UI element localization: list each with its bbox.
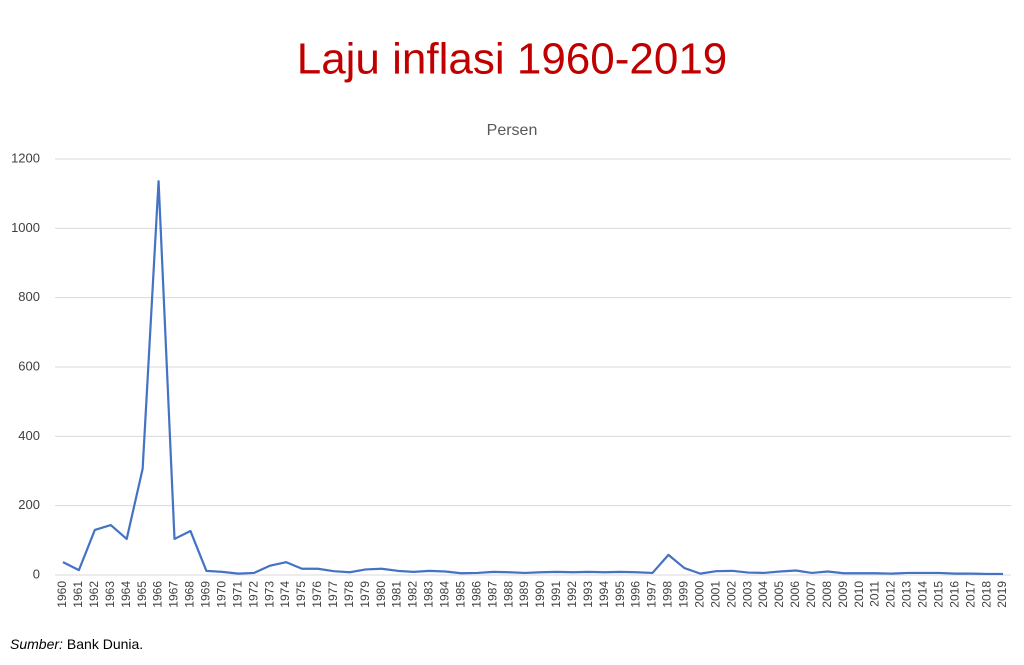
x-tick-label: 2012 (884, 581, 898, 608)
x-tick-label: 1974 (278, 581, 292, 608)
source-label: Sumber: (10, 636, 63, 652)
x-tick-label: 1971 (230, 581, 244, 608)
x-tick-label: 1993 (581, 581, 595, 608)
x-tick-label: 2003 (740, 581, 754, 608)
y-tick-label: 800 (18, 289, 40, 304)
x-tick-label: 2015 (931, 581, 945, 608)
x-tick-label: 2009 (836, 581, 850, 608)
x-tick-label: 1976 (310, 581, 324, 608)
x-tick-label: 1999 (677, 581, 691, 608)
x-tick-label: 1988 (501, 581, 515, 608)
x-tick-label: 2002 (724, 581, 738, 608)
x-tick-label: 2010 (852, 581, 866, 608)
x-tick-label: 2000 (692, 581, 706, 608)
x-tick-label: 1983 (422, 581, 436, 608)
x-tick-label: 2007 (804, 581, 818, 608)
source: Sumber: Bank Dunia. (10, 636, 143, 652)
x-tick-label: 1980 (374, 581, 388, 608)
x-tick-label: 1978 (342, 581, 356, 608)
x-tick-label: 1975 (294, 581, 308, 608)
x-tick-label: 2008 (820, 581, 834, 608)
x-tick-label: 1995 (613, 581, 627, 608)
y-tick-label: 200 (18, 497, 40, 512)
x-tick-label: 1989 (517, 581, 531, 608)
y-tick-label: 600 (18, 358, 40, 373)
x-tick-label: 1973 (262, 581, 276, 608)
x-tick-label: 1965 (135, 581, 149, 608)
x-tick-label: 2001 (708, 581, 722, 608)
data-line (62, 180, 1004, 576)
x-tick-label: 2004 (756, 581, 770, 608)
x-tick-label: 1997 (645, 581, 659, 608)
y-tick-label: 1200 (11, 150, 40, 165)
x-tick-label: 1962 (87, 581, 101, 608)
y-tick-label: 400 (18, 428, 40, 443)
x-tick-label: 1967 (167, 581, 181, 608)
x-tick-label: 1985 (453, 581, 467, 608)
x-tick-label: 1992 (565, 581, 579, 608)
y-tick-label: 1000 (11, 220, 40, 235)
chart-subtitle: Persen (487, 122, 538, 139)
source-text: Bank Dunia. (67, 636, 143, 652)
x-tick-label: 2019 (995, 581, 1009, 608)
x-tick-label: 1977 (326, 581, 340, 608)
x-tick-label: 1984 (438, 581, 452, 608)
x-tick-label: 1987 (485, 581, 499, 608)
x-tick-label: 1998 (661, 581, 675, 608)
x-tick-label: 2014 (916, 581, 930, 608)
x-tick-label: 2018 (979, 581, 993, 608)
x-tick-label: 1966 (151, 581, 165, 608)
x-tick-label: 1979 (358, 581, 372, 608)
x-tick-label: 1994 (597, 581, 611, 608)
y-tick-label: 0 (33, 566, 40, 581)
x-tick-label: 1964 (119, 581, 133, 608)
x-tick-label: 1970 (214, 581, 228, 608)
x-tick-label: 1960 (55, 581, 69, 608)
x-tick-label: 1982 (406, 581, 420, 608)
x-tick-label: 1990 (533, 581, 547, 608)
x-tick-label: 2006 (788, 581, 802, 608)
x-tick-label: 2017 (963, 581, 977, 608)
x-tick-label: 2005 (772, 581, 786, 608)
x-tick-label: 1981 (390, 581, 404, 608)
x-tick-label: 2013 (900, 581, 914, 608)
x-tick-label: 1991 (549, 581, 563, 608)
x-tick-label: 2011 (868, 581, 882, 607)
x-tick-label: 1972 (246, 581, 260, 608)
chart-title: Laju inflasi 1960-2019 (297, 35, 728, 84)
x-tick-label: 1963 (103, 581, 117, 608)
x-tick-label: 1961 (71, 581, 85, 608)
x-tick-label: 1986 (469, 581, 483, 608)
x-tick-label: 1969 (199, 581, 213, 608)
x-tick-label: 1968 (183, 581, 197, 608)
x-tick-label: 1996 (629, 581, 643, 608)
x-tick-label: 2016 (947, 581, 961, 608)
